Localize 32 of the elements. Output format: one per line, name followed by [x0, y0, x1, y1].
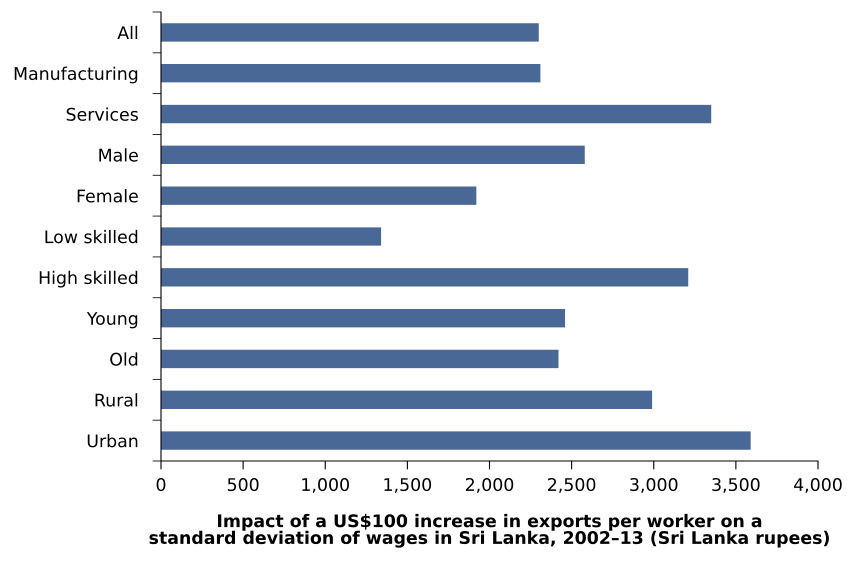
x-tick-label: 3,500 — [712, 478, 760, 493]
bar — [161, 23, 539, 42]
bar — [161, 308, 566, 328]
y-tick-label: Male — [99, 148, 138, 162]
y-tick-label: Urban — [88, 434, 138, 448]
bar — [161, 104, 712, 124]
x-tick-label: 3,000 — [630, 478, 678, 493]
y-tick-label: High skilled — [40, 270, 138, 288]
bar — [161, 350, 558, 368]
x-tick-label: 2,500 — [548, 478, 596, 493]
x-axis-title: Impact of a US$100 increase in exports per worker on a standard deviation of wages in Sri Lanka, 2002–13 (Sri Lanka rupees) — [150, 514, 829, 548]
y-tick-label: Rural — [96, 393, 138, 407]
y-tick-label: Services — [66, 107, 138, 121]
bar — [161, 268, 688, 286]
x-tick-label: 1,500 — [384, 478, 432, 493]
y-tick-label: Young — [86, 312, 138, 328]
y-tick-label: Low skilled — [46, 230, 138, 244]
bar — [161, 227, 382, 246]
x-tick-label: 500 — [228, 478, 259, 492]
bar — [161, 186, 476, 205]
bar — [161, 64, 540, 82]
bar — [161, 431, 751, 450]
x-tick-label: 0 — [156, 478, 166, 492]
x-tick-label: 1,000 — [302, 478, 349, 493]
bar — [161, 390, 652, 409]
x-tick-label: 2,000 — [466, 478, 514, 493]
y-tick-label: Old — [110, 352, 138, 366]
y-tick-label: All — [117, 26, 138, 40]
y-tick-label: Female — [78, 189, 138, 203]
x-tick-label: 4,000 — [794, 478, 842, 493]
y-tick-label: Manufacturing — [14, 66, 138, 84]
bar — [161, 146, 585, 164]
